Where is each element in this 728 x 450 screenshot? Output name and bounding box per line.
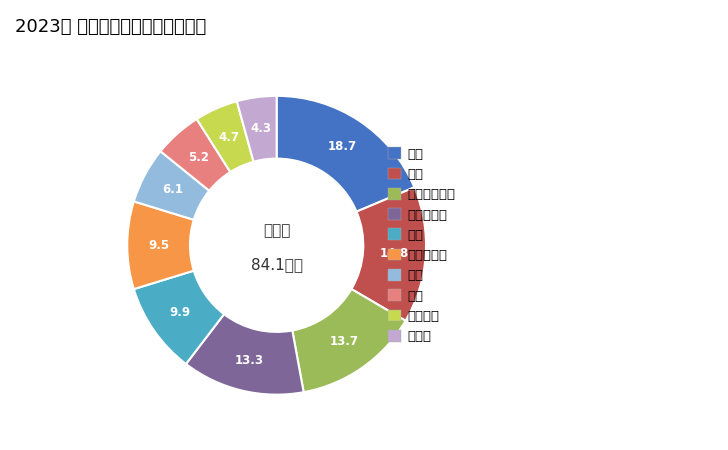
Text: 14.8: 14.8: [380, 247, 409, 260]
Text: 4.7: 4.7: [218, 131, 240, 144]
Legend: 中国, 台湾, シンガポール, フィリピン, タイ, マレーシア, 韓国, 米国, ベトナム, その他: 中国, 台湾, シンガポール, フィリピン, タイ, マレーシア, 韓国, 米国…: [388, 147, 456, 343]
Text: 13.3: 13.3: [234, 354, 264, 367]
Text: 5.2: 5.2: [188, 151, 209, 164]
Wedge shape: [293, 289, 405, 392]
Wedge shape: [352, 187, 426, 321]
Wedge shape: [186, 314, 304, 395]
Wedge shape: [134, 151, 209, 220]
Wedge shape: [237, 96, 277, 162]
Wedge shape: [134, 271, 224, 364]
Text: 総　額: 総 額: [263, 223, 290, 238]
Text: 2023年 輸出相手国のシェア（％）: 2023年 輸出相手国のシェア（％）: [15, 18, 206, 36]
Text: 9.9: 9.9: [169, 306, 190, 319]
Text: 6.1: 6.1: [162, 183, 183, 196]
Text: 13.7: 13.7: [330, 335, 359, 348]
Wedge shape: [197, 101, 253, 172]
Wedge shape: [160, 119, 230, 191]
Text: 84.1億円: 84.1億円: [250, 257, 303, 272]
Wedge shape: [127, 202, 194, 289]
Text: 4.3: 4.3: [250, 122, 272, 135]
Wedge shape: [277, 96, 414, 212]
Text: 9.5: 9.5: [148, 239, 169, 252]
Text: 18.7: 18.7: [328, 140, 357, 153]
